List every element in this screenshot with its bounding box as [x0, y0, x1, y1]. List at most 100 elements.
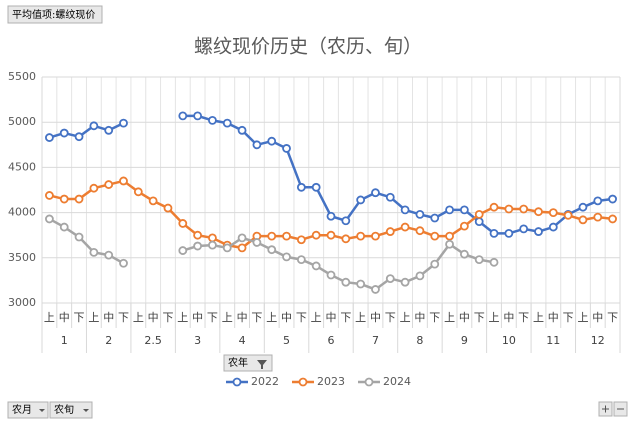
point [430, 213, 440, 223]
point [89, 183, 99, 193]
point [252, 238, 262, 247]
x-tick-label: 中 [103, 311, 114, 324]
point [400, 205, 410, 215]
point [311, 182, 321, 192]
point [311, 230, 321, 240]
point [489, 228, 499, 238]
point [371, 188, 380, 198]
point [74, 132, 84, 142]
x-tick-label: 中 [414, 311, 425, 324]
point [415, 226, 425, 236]
point [548, 208, 558, 218]
x-tick-label: 上 [177, 311, 188, 324]
point [504, 204, 514, 214]
x-group-label: 3 [194, 334, 201, 347]
x-tick-label: 上 [489, 311, 500, 324]
point [296, 182, 306, 192]
x-tick-label: 中 [370, 311, 381, 324]
x-tick-label: 上 [355, 311, 366, 324]
collapse-button[interactable] [613, 401, 628, 417]
x-group-label: 6 [328, 334, 335, 347]
point [400, 277, 410, 287]
point [489, 257, 499, 267]
point [341, 277, 351, 287]
x-tick-label: 下 [385, 311, 396, 324]
x-group-label: 2.5 [144, 334, 162, 347]
x-tick-label: 下 [429, 311, 440, 324]
point [267, 245, 277, 255]
point [430, 259, 440, 269]
point [519, 224, 529, 234]
point [385, 192, 395, 202]
point [534, 227, 543, 236]
point [119, 118, 128, 128]
point [356, 279, 366, 289]
x-tick-label: 下 [563, 311, 574, 324]
point [59, 194, 69, 204]
expand-button[interactable] [598, 401, 613, 417]
y-tick-label: 3000 [8, 296, 36, 309]
point [133, 187, 143, 197]
point [222, 243, 232, 253]
x-group-label: 8 [416, 334, 423, 347]
legend-label: 2024 [383, 375, 411, 388]
axis-field-button[interactable]: 农旬 [49, 401, 93, 419]
point [356, 231, 366, 241]
axis-field-button[interactable]: 农月 [7, 401, 49, 419]
point [282, 231, 291, 241]
x-tick-label: 上 [400, 311, 411, 324]
point [45, 214, 54, 224]
point [45, 191, 54, 200]
point [459, 221, 469, 231]
y-tick-label: 4000 [8, 206, 36, 219]
point [356, 195, 366, 205]
point [119, 258, 128, 268]
point [341, 234, 351, 244]
x-tick-label: 下 [518, 311, 529, 324]
x-tick-label: 下 [162, 311, 173, 324]
value-field-button[interactable]: 平均值项:螺纹现价 [7, 5, 103, 24]
point [237, 243, 247, 253]
point [415, 271, 425, 281]
x-tick-label: 中 [503, 311, 514, 324]
point [208, 115, 217, 125]
point [296, 255, 306, 265]
point [193, 241, 203, 251]
x-tick-label: 中 [326, 311, 337, 324]
point [282, 144, 291, 153]
x-group-label: 4 [239, 334, 246, 347]
point [208, 240, 217, 250]
axis-field-label: 农月 [12, 403, 32, 416]
point [119, 176, 128, 186]
point [89, 121, 99, 131]
x-tick-label: 上 [577, 311, 588, 324]
point [267, 231, 277, 241]
point [371, 231, 380, 241]
value-field-label: 平均值项:螺纹现价 [12, 8, 95, 21]
legend-field-button[interactable]: 农年 [223, 354, 273, 372]
point [178, 111, 188, 121]
x-tick-label: 上 [222, 311, 233, 324]
point [430, 231, 440, 241]
point [237, 125, 247, 135]
point [445, 231, 454, 241]
point [519, 204, 529, 214]
x-tick-label: 中 [548, 311, 559, 324]
x-group-label: 9 [461, 334, 468, 347]
point [459, 249, 469, 259]
x-tick-label: 中 [592, 311, 603, 324]
legend-marker [298, 377, 308, 387]
point [148, 196, 158, 206]
point [193, 230, 203, 240]
point [385, 227, 395, 236]
point [163, 203, 173, 213]
point [489, 202, 499, 212]
x-tick-label: 下 [251, 311, 262, 324]
x-tick-label: 下 [607, 311, 618, 324]
point [548, 222, 558, 232]
x-tick-label: 上 [444, 311, 455, 324]
y-tick-label: 3500 [8, 251, 36, 264]
x-tick-label: 下 [207, 311, 218, 324]
x-group-label: 12 [591, 334, 605, 347]
